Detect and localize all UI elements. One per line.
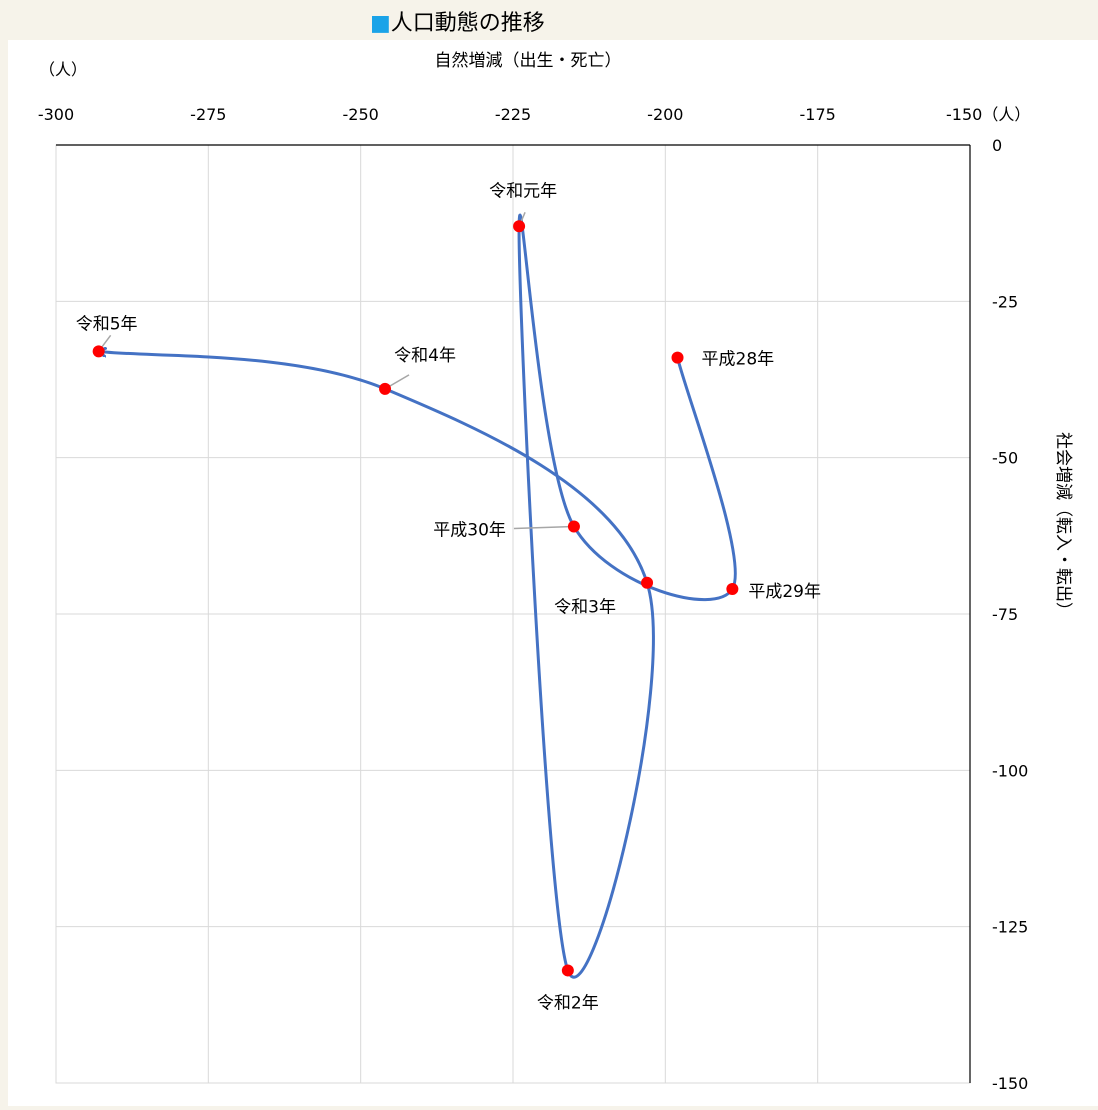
data-label: 平成28年 — [702, 350, 775, 370]
data-point — [567, 520, 580, 533]
title-marker: ■ — [370, 11, 391, 36]
x-tick-label: -150（人） — [946, 105, 1030, 124]
y-tick-label: -125 — [992, 918, 1028, 937]
series-line — [99, 213, 737, 979]
data-label: 令和3年 — [554, 598, 616, 618]
unit-label: （人） — [39, 60, 87, 79]
data-label: 平成30年 — [433, 520, 506, 540]
data-point — [379, 382, 392, 395]
data-point — [671, 351, 684, 364]
y-tick-label: -150 — [992, 1074, 1028, 1093]
data-label: 令和2年 — [537, 993, 599, 1013]
y-tick-label: -75 — [992, 605, 1018, 624]
y-tick-label: -25 — [992, 292, 1018, 311]
leader-line — [513, 525, 574, 530]
data-point — [726, 582, 739, 595]
y-tick-label: -100 — [992, 761, 1028, 780]
data-label: 令和4年 — [394, 346, 456, 366]
x-tick-label: -225 — [495, 105, 531, 124]
x-tick-label: -200 — [647, 105, 683, 124]
data-point — [641, 576, 654, 589]
x-tick-label: -275 — [190, 105, 226, 124]
leader-lines — [98, 211, 574, 530]
data-label: 平成29年 — [748, 582, 821, 602]
data-point — [561, 964, 574, 977]
y-tick-label: 0 — [992, 136, 1002, 155]
x-tick-label: -300 — [38, 105, 74, 124]
x-tick-label: -250 — [343, 105, 379, 124]
data-label: 令和5年 — [76, 314, 138, 334]
chart-title-text: ■人口動態の推移 — [370, 11, 545, 36]
y-axis-title: 社会増減（転入・転出） — [1053, 432, 1073, 619]
x-axis-title: 自然増減（出生・死亡） — [435, 51, 622, 71]
axes: -300 -275 -250 -225 -200 -175 -150（人） 0 -25 -50 -7… — [38, 105, 1030, 1093]
data-point — [513, 220, 526, 233]
data-label: 令和元年 — [489, 181, 557, 201]
y-tick-label: -50 — [992, 449, 1018, 468]
data-point — [92, 345, 105, 358]
chart-area — [8, 40, 1098, 1106]
trajectory — [99, 213, 737, 979]
chart-title: 人口動態の推移 — [391, 11, 545, 36]
data-points — [92, 220, 739, 977]
x-tick-label: -175 — [800, 105, 836, 124]
